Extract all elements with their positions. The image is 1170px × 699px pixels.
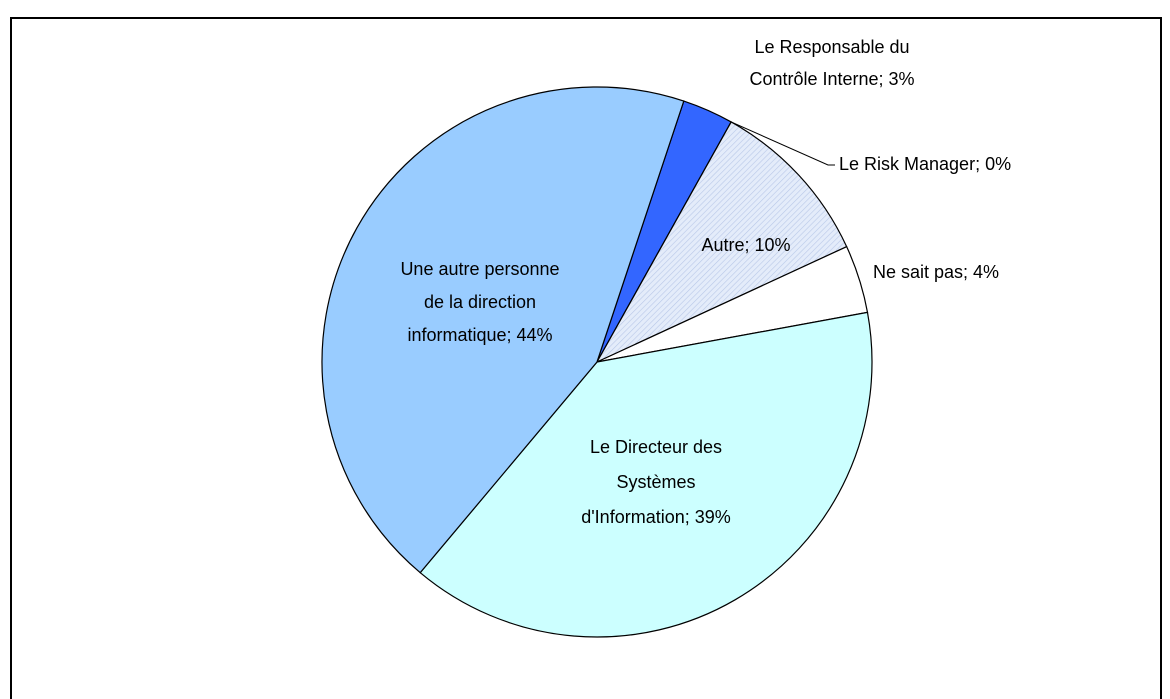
data-label: Une autre personne (400, 259, 559, 279)
data-label: informatique; 44% (407, 325, 552, 345)
data-label: Systèmes (616, 472, 695, 492)
data-label: Le Responsable du (754, 37, 909, 57)
pie-slice (321, 86, 685, 574)
pie-slice (595, 121, 848, 364)
data-label: de la direction (424, 292, 536, 312)
data-label: Ne sait pas; 4% (873, 262, 999, 282)
data-label: Contrôle Interne; 3% (749, 69, 914, 89)
data-label: d'Information; 39% (581, 507, 731, 527)
pie-slice (419, 311, 873, 638)
data-label: Le Risk Manager; 0% (839, 154, 1011, 174)
leader-line (730, 121, 835, 166)
data-label: Le Directeur des (590, 437, 722, 457)
data-label: Autre; 10% (701, 235, 790, 255)
